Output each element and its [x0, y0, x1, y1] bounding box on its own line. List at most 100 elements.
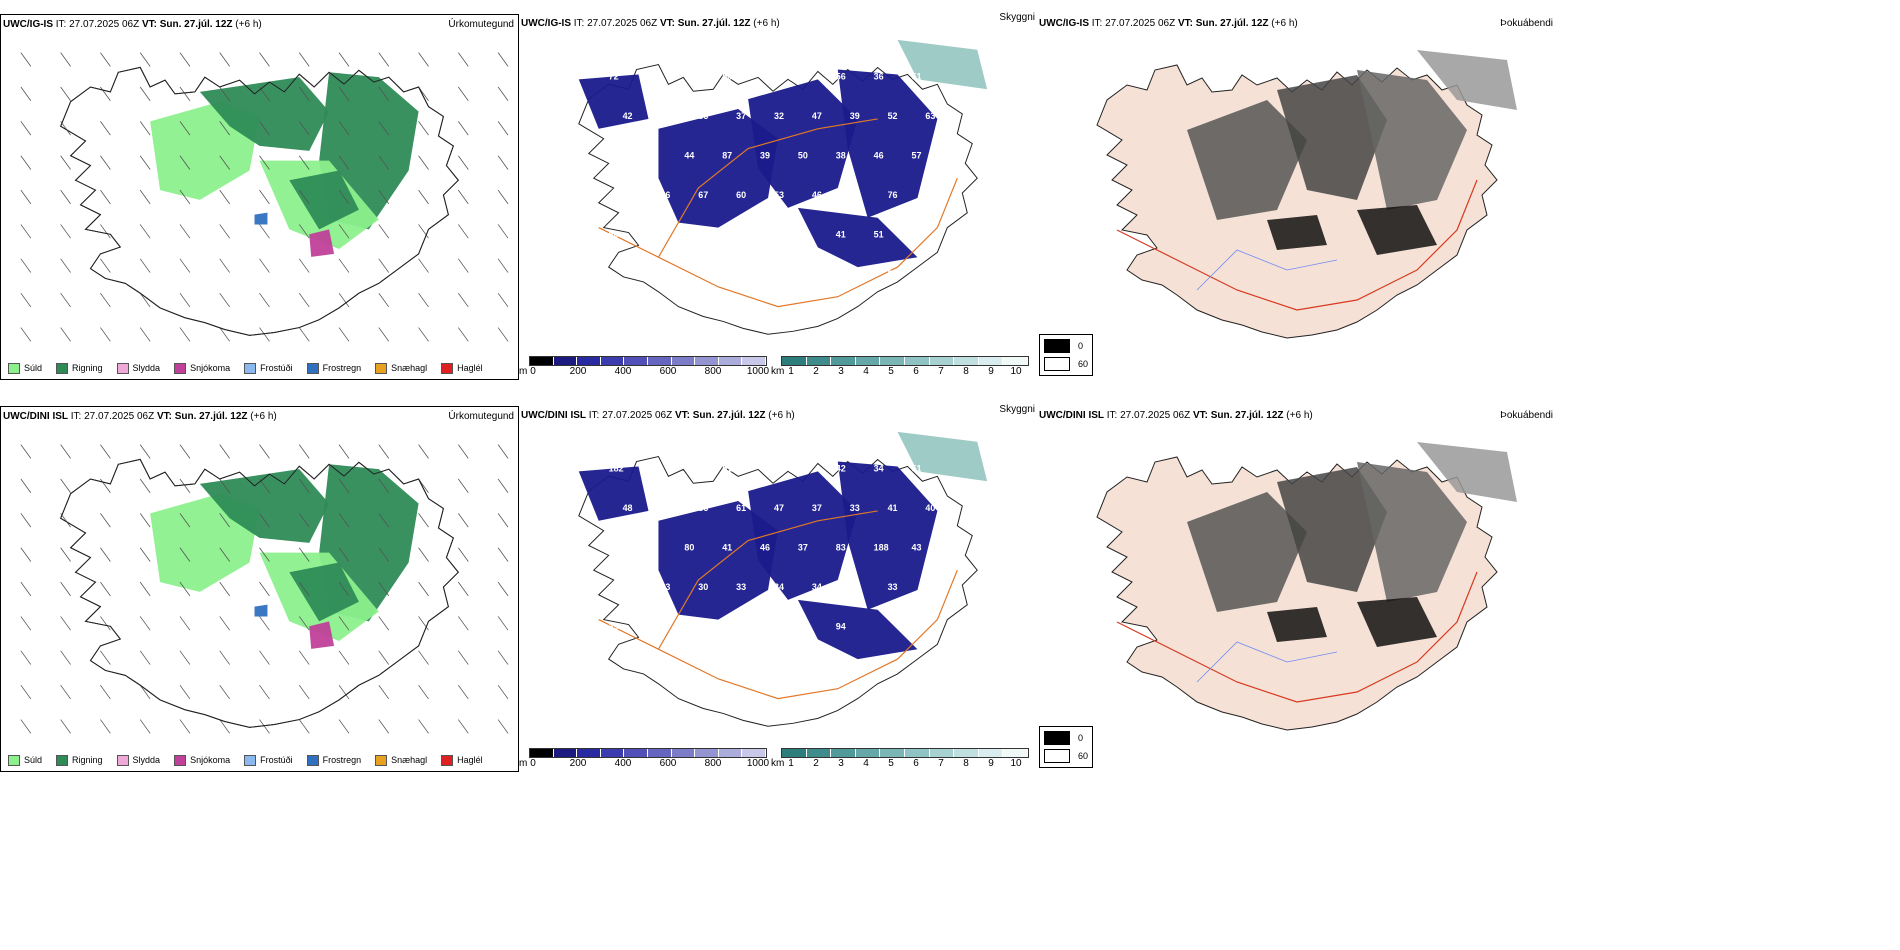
colorbar-segment [671, 749, 696, 757]
wind-barb [338, 86, 350, 101]
ceiling-value: 53 [722, 621, 732, 631]
visibility-colorbar: km 1 2 3 4 5 6 7 8 9 10 [771, 356, 1035, 380]
wind-barb [298, 616, 310, 631]
ceiling-value: 76 [888, 190, 898, 200]
colorbar-segment [647, 749, 672, 757]
ceiling-value: 51 [911, 71, 921, 81]
precip-legend-label: Snæhagl [391, 363, 428, 373]
ceiling-value: 32 [722, 229, 732, 239]
precip-legend-item: Snæhagl [375, 362, 428, 374]
fog-shading [1357, 597, 1437, 647]
precip-area [289, 562, 359, 622]
colorbar-segment [782, 749, 807, 757]
wind-barb [338, 444, 350, 459]
wind-barb [378, 513, 390, 528]
colorbar-segment [1003, 749, 1028, 757]
wind-barb [418, 189, 429, 205]
lead-time: (+6 h) [1268, 18, 1298, 29]
init-time: IT: 27.07.2025 06Z [68, 411, 157, 422]
colorbar-tick: 1000 [746, 366, 770, 377]
colorbar-tick: 6 [913, 366, 919, 377]
ceiling-value: 83 [836, 542, 846, 552]
wind-barb [179, 189, 191, 205]
wind-barb [259, 616, 270, 631]
colorbar-unit: m [519, 758, 528, 769]
colorbar-tick: 600 [659, 758, 677, 769]
wind-barb [338, 258, 350, 273]
fog-legend: 0 60 [1039, 726, 1093, 768]
precip-legend-label: Slydda [132, 755, 161, 765]
colorbar-strip [529, 748, 767, 758]
wind-barb [100, 292, 111, 308]
colorbar-segment [806, 357, 832, 365]
wind-barb [298, 327, 310, 342]
colorbar-segment [718, 357, 743, 365]
ceiling-value: 61 [736, 503, 746, 513]
fog-low-label: 0 [1078, 733, 1084, 743]
ceiling-value: 67 [698, 190, 708, 200]
wind-barb [298, 86, 310, 101]
precip-legend-item: Slydda [116, 362, 160, 374]
colorbar-segment [880, 357, 905, 365]
wind-barb [100, 616, 111, 631]
ceiling-value: 36 [698, 503, 708, 513]
wind-barb [179, 224, 191, 239]
colorbar-segment [782, 357, 807, 365]
wind-barb [298, 189, 310, 205]
wind-barb [60, 513, 71, 528]
road [657, 118, 878, 258]
colorbar-tick: 1 [788, 758, 794, 769]
wind-barb [219, 86, 230, 101]
wind-barb [20, 478, 32, 493]
panel-title: UWC/IG-IS IT: 27.07.2025 06Z VT: Sun. 27… [3, 19, 262, 30]
low-ceiling-area [658, 501, 778, 620]
colorbar-segment [553, 749, 578, 757]
colorbar-tick: 3 [838, 366, 844, 377]
wind-barb [100, 258, 111, 273]
ceiling-value: 51 [911, 463, 921, 473]
wind-barb [259, 189, 270, 205]
precip-legend-label: Haglél [457, 755, 483, 765]
colorbar-unit: km [771, 366, 785, 377]
ceiling-value: 46 [812, 190, 822, 200]
ceiling-value: 60 [684, 463, 694, 473]
init-time: IT: 27.07.2025 06Z [1104, 410, 1193, 421]
wind-barb [458, 444, 469, 459]
wind-barb [298, 513, 310, 528]
lead-time: (+6 h) [765, 410, 795, 421]
precip-legend-item: Frostregn [306, 362, 361, 374]
wind-barb [338, 581, 350, 597]
wind-barb [259, 327, 270, 342]
ceiling-value: 47 [647, 150, 657, 160]
fog-high-label: 60 [1078, 359, 1089, 369]
colorbar-segment [600, 357, 625, 365]
wind-barb [60, 650, 71, 665]
wind-barb [458, 189, 469, 205]
wind-barb [298, 224, 310, 239]
fog-high-label: 60 [1078, 751, 1089, 761]
wind-barb [259, 581, 270, 597]
wind-barb [458, 650, 469, 665]
wind-barb [378, 616, 390, 631]
colorbar-segment [530, 749, 554, 757]
valid-time: VT: Sun. 27.júl. 12Z [156, 411, 248, 422]
wind-barb [298, 719, 310, 734]
wind-barb [497, 719, 509, 734]
colorbar-tick: 0 [530, 758, 536, 769]
precip-legend-item: Snjókoma [174, 754, 230, 766]
colorbar-segment [831, 357, 856, 365]
wind-barb [60, 52, 71, 67]
wind-barb [219, 581, 230, 597]
wind-barb [100, 684, 111, 700]
wind-barb [100, 478, 111, 493]
ceiling-value: 57 [911, 150, 921, 160]
variable-name: Skyggni [999, 404, 1035, 415]
wind-barb [20, 121, 32, 136]
ceiling-value: 46 [874, 150, 884, 160]
colorbar-segment [577, 357, 601, 365]
wind-barb [298, 684, 310, 700]
low-ceiling-area [837, 461, 938, 610]
colorbar-tick: 10 [1010, 758, 1022, 769]
wind-barb [497, 155, 509, 170]
colorbar-tick: 3 [838, 758, 844, 769]
